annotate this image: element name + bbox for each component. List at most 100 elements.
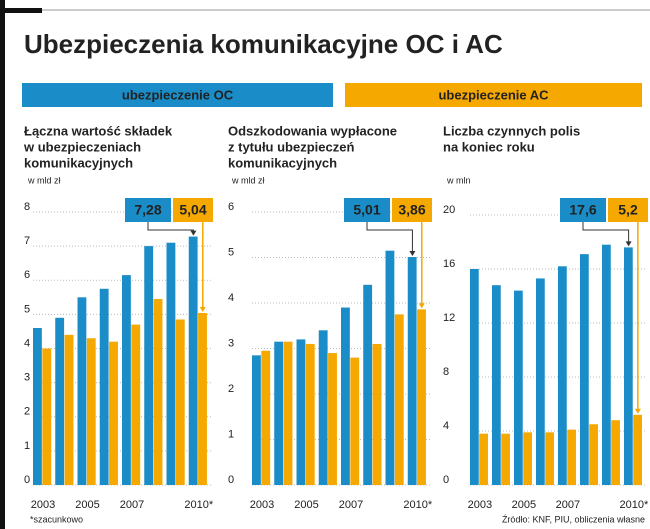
y-tick-label: 0	[228, 474, 234, 486]
bar	[198, 313, 207, 485]
x-tick-label: 2010*	[620, 499, 649, 511]
y-tick-label: 3	[24, 372, 30, 384]
legend-swatch	[345, 83, 642, 107]
callout-arrow	[190, 230, 197, 236]
x-tick-label: 2005	[75, 499, 99, 511]
chart-title: na koniec roku	[443, 139, 535, 154]
bar	[175, 319, 185, 485]
chart-title: Łączna wartość składek	[24, 123, 173, 138]
main-title: Ubezpieczenia komunikacyjne OC i AC	[24, 29, 503, 59]
bar	[86, 338, 96, 485]
x-tick-label: 2005	[512, 499, 536, 511]
chart-title: komunikacyjnych	[24, 155, 133, 170]
bar	[188, 236, 198, 485]
bar	[252, 355, 261, 485]
bar	[131, 324, 141, 485]
y-tick-label: 4	[443, 420, 449, 432]
x-tick-label: 2007	[120, 499, 144, 511]
y-tick-label: 1	[24, 440, 30, 452]
value-label: 3,86	[398, 202, 425, 218]
bar	[372, 343, 382, 485]
bar	[479, 433, 488, 485]
bar	[144, 246, 154, 485]
callout-box	[125, 198, 171, 222]
bar	[296, 339, 306, 485]
y-tick-label: 16	[443, 258, 455, 270]
bar	[523, 432, 532, 485]
bar	[109, 341, 118, 485]
callout-box	[608, 198, 648, 222]
y-tick-label: 0	[443, 474, 449, 486]
y-tick-label: 6	[228, 201, 234, 213]
bar	[274, 341, 284, 485]
bar	[536, 278, 545, 485]
y-tick-label: 2	[228, 383, 234, 395]
bar	[261, 350, 271, 485]
y-axis-label: w mld zł	[27, 175, 61, 185]
value-label: 5,01	[353, 202, 380, 218]
bar	[153, 299, 163, 485]
bar	[77, 297, 87, 485]
bar	[407, 257, 417, 485]
value-label: 17,6	[569, 202, 596, 218]
x-tick-label: 2003	[468, 499, 492, 511]
bar	[470, 269, 479, 485]
y-tick-label: 8	[443, 366, 449, 378]
x-tick-label: 2007	[339, 499, 363, 511]
bar	[341, 307, 350, 485]
bar	[33, 328, 42, 485]
legend-label: ubezpieczenie AC	[438, 87, 549, 102]
y-tick-label: 7	[24, 235, 30, 247]
bar	[558, 266, 567, 485]
bar	[385, 250, 395, 485]
bar	[394, 314, 404, 485]
x-tick-label: 2007	[556, 499, 580, 511]
x-tick-label: 2010*	[184, 499, 213, 511]
y-tick-label: 12	[443, 312, 455, 324]
chart-title: w ubezpieczeniach	[23, 139, 141, 154]
bar	[602, 244, 611, 485]
bar	[545, 432, 554, 485]
callout-line	[147, 222, 194, 232]
y-tick-label: 5	[24, 303, 30, 315]
chart-title: Odszkodowania wypłacone	[228, 123, 397, 138]
callout-box	[344, 198, 390, 222]
bar	[633, 414, 642, 485]
bar	[64, 334, 74, 485]
callout-box	[392, 198, 432, 222]
y-tick-label: 6	[24, 269, 30, 281]
callout-line	[582, 222, 630, 243]
bar	[363, 284, 373, 485]
bar	[318, 330, 328, 485]
y-tick-label: 2	[24, 406, 30, 418]
bar	[501, 433, 510, 485]
callout-line	[366, 222, 413, 253]
bar	[514, 290, 523, 485]
x-tick-label: 2003	[250, 499, 274, 511]
y-tick-label: 3	[228, 337, 234, 349]
bar	[42, 348, 52, 485]
value-label: 5,04	[179, 202, 206, 218]
y-tick-label: 4	[228, 292, 234, 304]
frame-left	[0, 0, 5, 529]
callout-arrow	[634, 408, 641, 414]
y-axis-label: w mln	[446, 175, 471, 185]
bar	[611, 420, 620, 485]
y-tick-label: 20	[443, 204, 455, 216]
x-tick-label: 2010*	[403, 499, 432, 511]
legend-label: ubezpieczenie OC	[122, 87, 234, 102]
bar	[283, 341, 293, 485]
value-label: 7,28	[134, 202, 161, 218]
footnote: *szacunkowo	[30, 514, 83, 524]
bar	[567, 429, 576, 485]
y-tick-label: 0	[24, 474, 30, 486]
y-tick-label: 5	[228, 246, 234, 258]
bar	[99, 288, 109, 485]
callout-arrow	[625, 241, 632, 247]
bar	[580, 254, 589, 485]
frame-top	[0, 8, 42, 13]
bar	[328, 353, 337, 485]
callout-arrow	[418, 303, 425, 309]
bar	[492, 285, 501, 485]
